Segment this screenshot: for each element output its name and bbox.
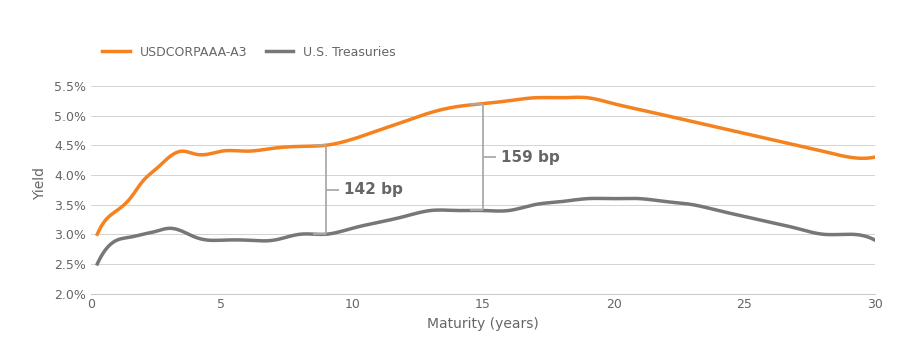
USDCORPAAA-A3 xyxy=(574,95,585,99)
USDCORPAAA-A3 xyxy=(656,112,666,116)
U.S. Treasuries xyxy=(186,233,197,237)
U.S. Treasuries xyxy=(591,196,602,200)
USDCORPAAA-A3 xyxy=(583,96,594,100)
Line: USDCORPAAA-A3: USDCORPAAA-A3 xyxy=(97,97,875,234)
U.S. Treasuries xyxy=(400,214,410,218)
U.S. Treasuries xyxy=(659,199,670,203)
USDCORPAAA-A3 xyxy=(92,232,102,236)
U.S. Treasuries xyxy=(92,262,102,266)
USDCORPAAA-A3 xyxy=(659,113,670,117)
USDCORPAAA-A3 xyxy=(346,138,357,142)
Legend: USDCORPAAA-A3, U.S. Treasuries: USDCORPAAA-A3, U.S. Treasuries xyxy=(97,41,401,64)
U.S. Treasuries xyxy=(869,238,880,242)
X-axis label: Maturity (years): Maturity (years) xyxy=(427,317,539,331)
USDCORPAAA-A3 xyxy=(186,151,197,155)
U.S. Treasuries xyxy=(581,197,592,201)
Text: 159 bp: 159 bp xyxy=(501,149,560,165)
U.S. Treasuries xyxy=(346,227,357,231)
Line: U.S. Treasuries: U.S. Treasuries xyxy=(97,198,875,264)
U.S. Treasuries xyxy=(656,199,666,203)
Text: 142 bp: 142 bp xyxy=(344,182,403,197)
Y-axis label: Yield: Yield xyxy=(33,167,47,200)
USDCORPAAA-A3 xyxy=(869,155,880,159)
USDCORPAAA-A3 xyxy=(400,119,410,123)
